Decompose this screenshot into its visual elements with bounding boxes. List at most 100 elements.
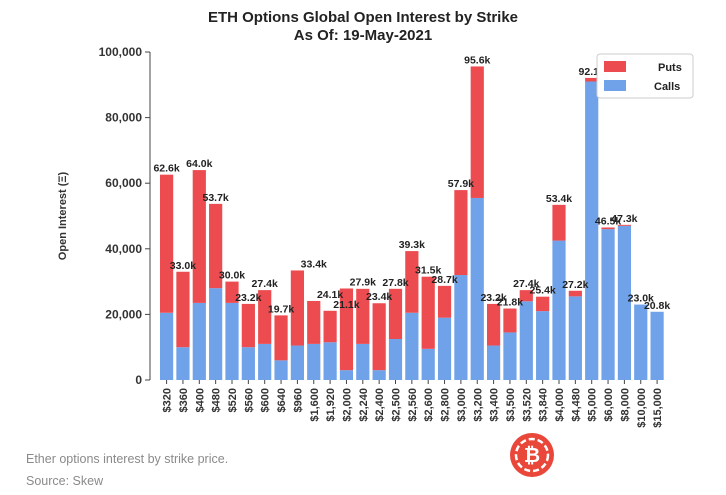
- data-label: 21.8k: [497, 296, 523, 308]
- data-label: 53.7k: [203, 192, 229, 204]
- data-label: 33.4k: [301, 258, 327, 270]
- x-tick-label: $1,600: [309, 388, 321, 422]
- bar-puts: [356, 288, 370, 344]
- bar-calls: [634, 304, 648, 380]
- chart-title: ETH Options Global Open Interest by Stri…: [208, 9, 518, 26]
- legend-label-puts: Puts: [658, 62, 682, 74]
- legend-label-calls: Calls: [654, 81, 680, 93]
- y-tick-label: 0: [135, 373, 142, 387]
- x-tick-label: $4,480: [570, 388, 582, 422]
- bar-puts: [274, 315, 288, 361]
- source-credit: Source: Skew: [26, 474, 104, 488]
- bar-calls: [160, 312, 174, 380]
- bar-calls: [421, 348, 435, 380]
- data-label: 23.2k: [480, 292, 506, 304]
- x-tick-label: $400: [194, 388, 206, 412]
- y-tick-label: 20,000: [105, 307, 142, 321]
- x-tick-label: $4,000: [554, 388, 566, 422]
- bar-calls: [241, 347, 255, 380]
- x-tick-label: $600: [260, 388, 272, 412]
- data-label: 19.7k: [268, 303, 294, 315]
- bar-puts: [176, 271, 190, 348]
- bar-puts: [388, 288, 403, 339]
- bar-calls: [258, 343, 272, 380]
- bar-calls: [568, 296, 582, 380]
- x-tick-label: $6,000: [603, 388, 615, 422]
- figure-caption: Ether options interest by strike price.: [26, 452, 229, 466]
- bar-calls: [323, 342, 337, 380]
- data-label: 62.6k: [153, 163, 179, 175]
- data-label: 23.2k: [235, 292, 261, 304]
- bar-puts: [454, 190, 468, 276]
- bar-puts: [617, 224, 631, 226]
- bar-calls: [225, 302, 239, 380]
- chart-subtitle: As Of: 19-May-2021: [294, 27, 432, 44]
- data-label: 27.9k: [350, 276, 376, 288]
- x-tick-label: $2,560: [407, 388, 419, 422]
- data-label: 33.0k: [170, 260, 196, 272]
- y-tick-label: 40,000: [105, 242, 142, 256]
- data-label: 46.5k: [595, 215, 621, 227]
- bar-puts: [437, 285, 452, 318]
- x-tick-label: $3,500: [505, 388, 517, 422]
- data-label: 27.8k: [382, 277, 408, 289]
- data-label: 27.4k: [252, 278, 278, 290]
- x-tick-label: $960: [292, 388, 304, 412]
- bar-calls: [650, 311, 664, 380]
- data-label: 64.0k: [186, 158, 212, 170]
- bar-calls: [274, 360, 288, 380]
- bar-puts: [307, 300, 321, 344]
- legend-swatch-calls: [604, 80, 626, 91]
- y-tick-label: 80,000: [105, 111, 142, 125]
- bar-calls: [487, 345, 501, 380]
- x-tick-label: $2,240: [358, 388, 370, 422]
- x-tick-label: $560: [243, 388, 255, 412]
- bitcoin-logo-icon: ₿: [510, 433, 554, 477]
- bar-puts: [536, 296, 550, 312]
- x-tick-label: $3,840: [538, 388, 550, 422]
- x-tick-label: $2,600: [423, 388, 435, 422]
- x-tick-label: $15,000: [652, 388, 664, 428]
- bar-calls: [209, 288, 223, 380]
- bar-puts: [241, 303, 255, 348]
- x-tick-label: $320: [162, 388, 174, 412]
- bar-puts: [160, 174, 174, 313]
- x-tick-label: $2,500: [391, 388, 403, 422]
- bar-puts: [470, 66, 484, 198]
- data-label: 53.4k: [546, 193, 572, 205]
- data-label: 23.4k: [366, 291, 392, 303]
- data-label: 28.7k: [431, 274, 457, 286]
- x-tick-label: $640: [276, 388, 288, 412]
- bar-calls: [290, 345, 304, 380]
- y-tick-label: 100,000: [99, 45, 143, 59]
- bar-calls: [454, 275, 468, 380]
- x-tick-label: $2,000: [341, 388, 353, 422]
- bar-calls: [552, 240, 566, 380]
- data-label: 21.1k: [333, 299, 359, 311]
- bar-puts: [192, 170, 206, 303]
- x-tick-label: $480: [211, 388, 223, 412]
- bar-puts: [601, 227, 615, 230]
- x-tick-label: $360: [178, 388, 190, 412]
- data-label: 39.3k: [399, 239, 425, 251]
- bar-puts: [209, 203, 223, 289]
- bar-calls: [437, 317, 452, 380]
- bar-puts: [503, 308, 517, 333]
- x-tick-label: $2,800: [440, 388, 452, 422]
- bar-puts: [339, 288, 354, 371]
- x-tick-label: $1,920: [325, 388, 337, 422]
- data-label: 23.0k: [628, 293, 654, 305]
- y-axis-label: Open Interest (Ξ): [57, 171, 69, 260]
- bar-puts: [372, 303, 386, 371]
- x-tick-label: $3,200: [472, 388, 484, 422]
- x-tick-label: $10,000: [636, 388, 648, 428]
- bar-calls: [405, 312, 419, 380]
- bar-puts: [225, 281, 239, 303]
- bar-calls: [192, 302, 206, 380]
- bar-calls: [601, 229, 615, 380]
- x-tick-label: $3,520: [521, 388, 533, 422]
- data-label: 27.2k: [562, 279, 588, 291]
- bar-puts: [552, 204, 566, 241]
- bar-calls: [388, 339, 403, 380]
- bar-puts: [405, 251, 419, 313]
